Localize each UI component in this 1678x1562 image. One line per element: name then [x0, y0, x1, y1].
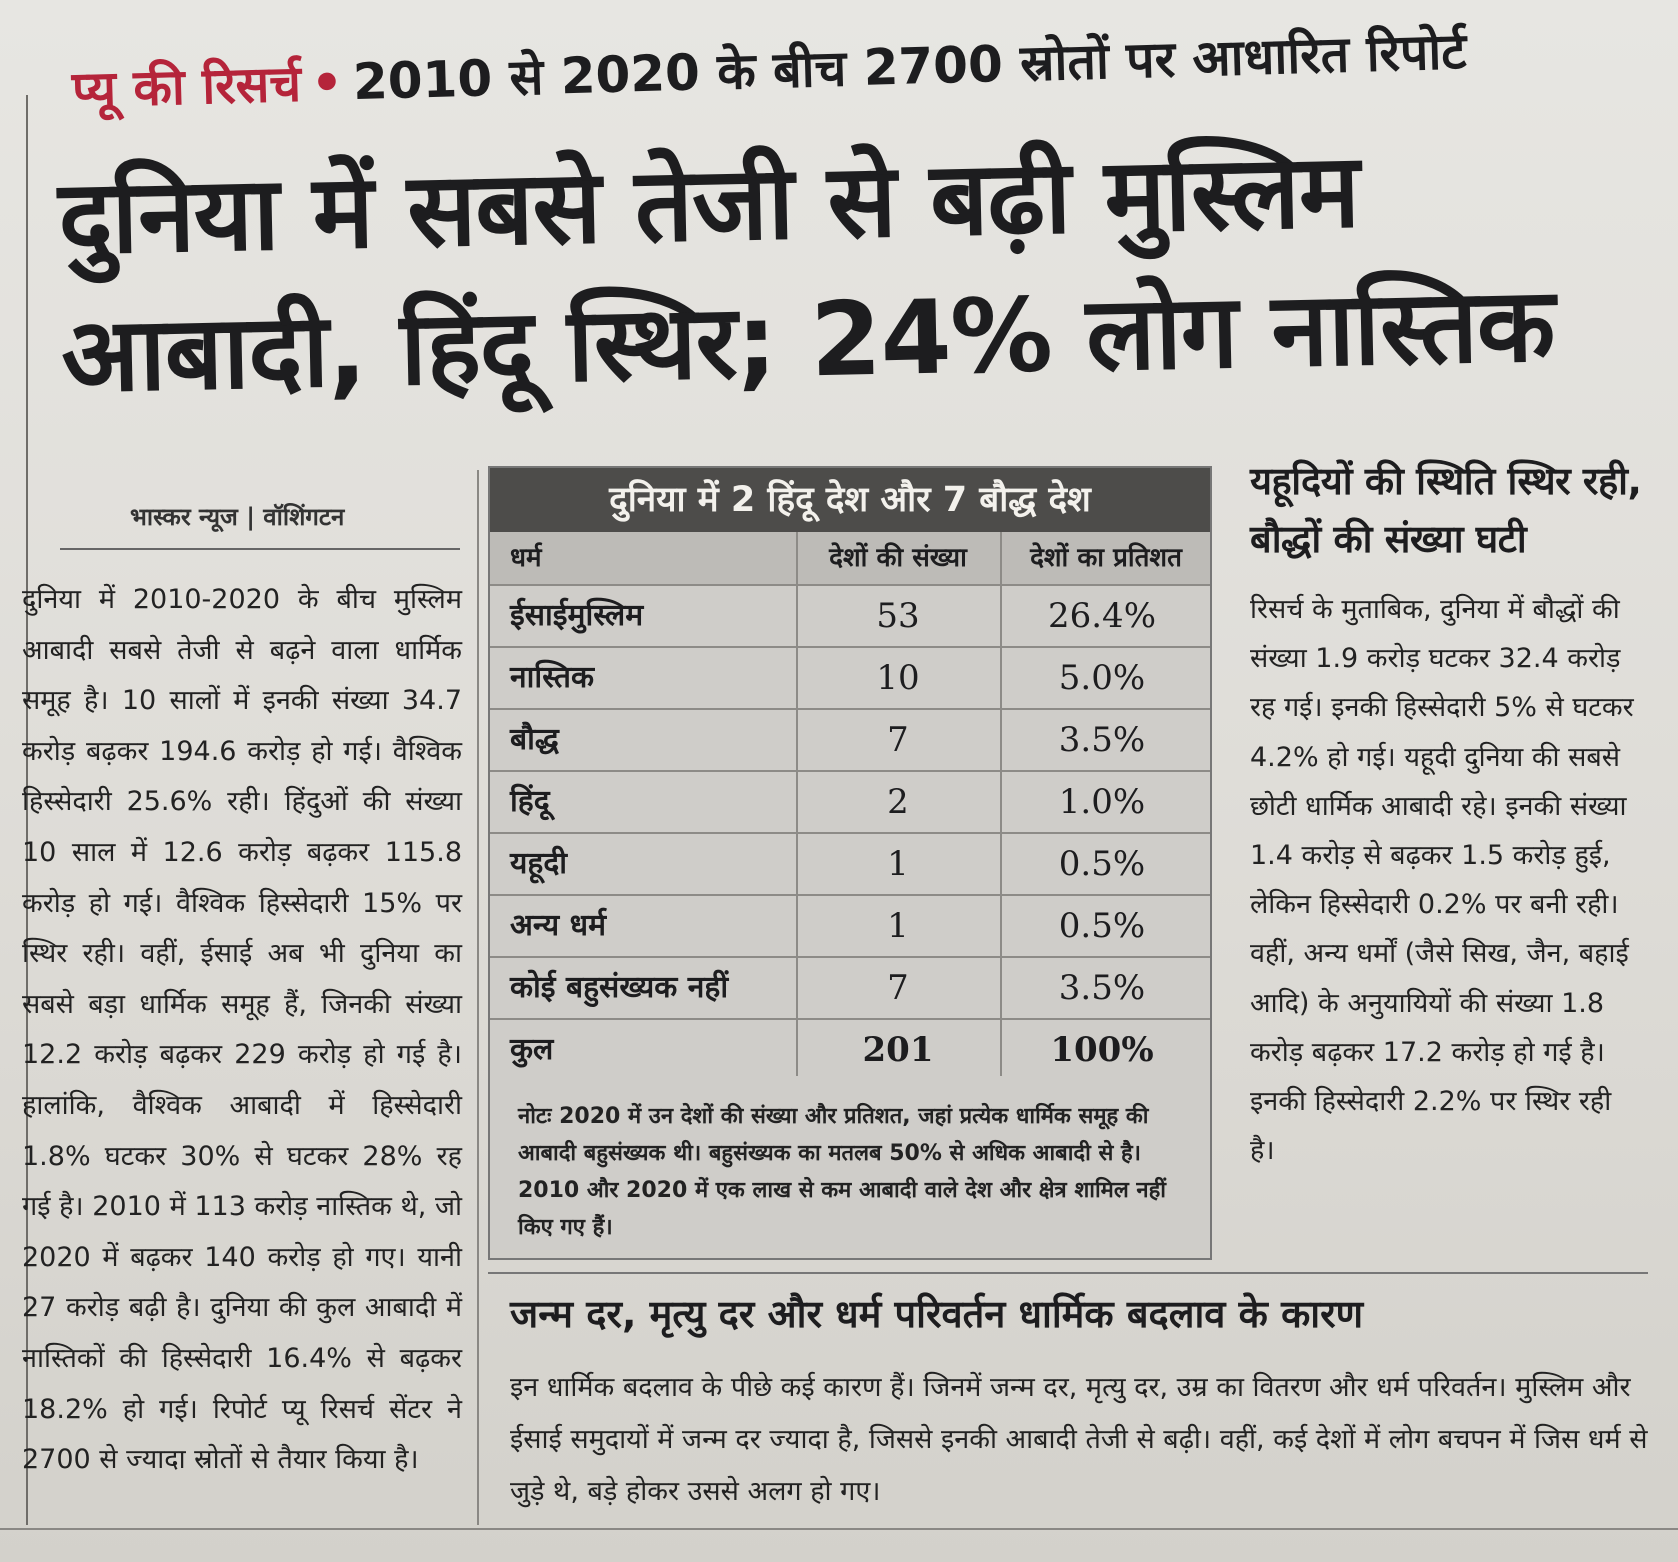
header-religion: धर्म [510, 543, 542, 573]
left-column-body: दुनिया में 2010-2020 के बीच मुस्लिम आबाद… [22, 584, 462, 1476]
count-cell: 7 [887, 720, 909, 760]
table-row: बौद्ध 7 3.5% [490, 708, 1210, 770]
religion-table-box: दुनिया में 2 हिंदू देश और 7 बौद्ध देश धर… [488, 466, 1212, 1260]
table-row: यहूदी 1 0.5% [490, 832, 1210, 894]
count-cell: 2 [887, 782, 909, 822]
percent-cell: 1.0% [1058, 782, 1146, 822]
bottom-section-heading: जन्म दर, मृत्यु दर और धर्म परिवर्तन धार्… [510, 1292, 1364, 1336]
religion-cell: ईसाईमुस्लिम [510, 598, 644, 633]
table-header-row: धर्म देशों की संख्या देशों का प्रतिशत [490, 532, 1210, 584]
header-country-count: देशों की संख्या [829, 543, 967, 573]
header-country-percent: देशों का प्रतिशत [1030, 543, 1182, 573]
count-cell: 201 [862, 1030, 934, 1070]
count-cell: 7 [887, 968, 909, 1008]
religion-cell: कुल [510, 1032, 554, 1067]
column-divider [477, 470, 479, 1525]
table-row: ईसाईमुस्लिम 53 26.4% [490, 584, 1210, 646]
page-bottom-rule [0, 1528, 1678, 1530]
table-column-line [1000, 532, 1002, 1076]
percent-cell: 3.5% [1058, 720, 1146, 760]
kicker-tag: प्यू की रिसर्च [71, 54, 302, 119]
religion-cell: हिंदू [510, 784, 550, 819]
count-cell: 1 [887, 906, 909, 946]
right-column-body: रिसर्च के मुताबिक, दुनिया में बौद्धों की… [1250, 594, 1634, 1167]
byline: भास्कर न्यूज | वॉशिंगटन [130, 503, 345, 531]
kicker-text: 2010 से 2020 के बीच 2700 स्रोतों पर आधार… [352, 22, 1468, 112]
table-title: दुनिया में 2 हिंदू देश और 7 बौद्ध देश [490, 468, 1210, 532]
table-note: नोटः 2020 में उन देशों की संख्या और प्रत… [518, 1104, 1166, 1240]
religion-cell: नास्तिक [510, 660, 594, 695]
percent-cell: 3.5% [1058, 968, 1146, 1008]
count-cell: 1 [887, 844, 909, 884]
percent-cell: 0.5% [1058, 906, 1146, 946]
count-cell: 10 [876, 658, 920, 698]
bottom-section-body: इन धार्मिक बदलाव के पीछे कई कारण हैं। जि… [510, 1372, 1648, 1507]
religion-cell: यहूदी [510, 846, 568, 881]
percent-cell: 100% [1050, 1030, 1154, 1070]
bottom-section-divider [488, 1272, 1648, 1274]
table-row: कोई बहुसंख्यक नहीं 7 3.5% [490, 956, 1210, 1018]
table-body: ईसाईमुस्लिम 53 26.4% नास्तिक 10 5.0% बौद… [490, 584, 1210, 1080]
left-rule [26, 95, 28, 1525]
right-column-heading: यहूदियों की स्थिति स्थिर रही, बौद्धों की… [1250, 459, 1642, 561]
table-row: हिंदू 2 1.0% [490, 770, 1210, 832]
table-total-row: कुल 201 100% [490, 1018, 1210, 1080]
kicker-separator: • [310, 53, 344, 113]
table-column-line [796, 532, 798, 1076]
byline-divider [60, 548, 460, 550]
table-row: नास्तिक 10 5.0% [490, 646, 1210, 708]
headline: दुनिया में सबसे तेजी से बढ़ी मुस्लिम आबा… [57, 117, 1642, 426]
count-cell: 53 [876, 596, 920, 636]
religion-cell: कोई बहुसंख्यक नहीं [510, 970, 729, 1005]
religion-cell: अन्य धर्म [510, 908, 607, 943]
religion-cell: बौद्ध [510, 722, 559, 757]
table-row: अन्य धर्म 1 0.5% [490, 894, 1210, 956]
percent-cell: 26.4% [1047, 596, 1156, 636]
percent-cell: 0.5% [1058, 844, 1146, 884]
percent-cell: 5.0% [1058, 658, 1146, 698]
